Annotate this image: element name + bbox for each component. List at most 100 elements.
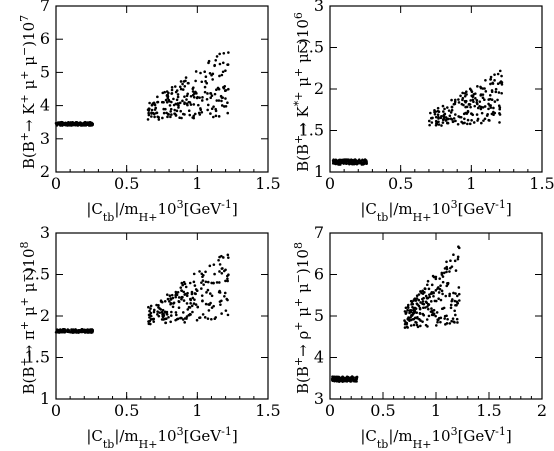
data-point [475, 113, 479, 116]
data-point [419, 324, 422, 328]
data-point [430, 121, 434, 124]
data-point [227, 256, 230, 259]
data-point [439, 316, 443, 320]
data-point [153, 115, 156, 119]
data-point [150, 115, 153, 118]
data-point [443, 107, 446, 111]
data-point [217, 281, 221, 284]
data-point [70, 124, 73, 127]
data-point [75, 121, 79, 124]
data-point [186, 103, 189, 107]
data-point [473, 104, 477, 108]
data-point [169, 298, 173, 301]
data-point [354, 376, 358, 379]
data-point [436, 286, 440, 289]
data-point [426, 305, 429, 308]
data-point [352, 162, 356, 166]
data-point [439, 298, 443, 302]
data-point [411, 311, 415, 315]
data-point [489, 75, 493, 79]
data-point [447, 109, 451, 112]
data-point [440, 124, 443, 127]
data-point [149, 304, 153, 308]
data-point [479, 94, 483, 97]
y-tick-label: 5 [40, 62, 50, 81]
data-point [198, 96, 201, 99]
data-point [452, 291, 455, 295]
data-point [220, 271, 224, 275]
data-point [177, 299, 181, 303]
data-point [441, 280, 445, 284]
data-point [453, 100, 457, 104]
data-point [217, 87, 221, 91]
data-point [445, 322, 449, 325]
data-point [200, 287, 203, 290]
data-point [183, 293, 187, 296]
data-point [449, 259, 452, 263]
data-point [208, 292, 212, 295]
data-point [417, 298, 421, 302]
data-point [413, 306, 417, 310]
data-point [492, 110, 495, 114]
data-point [175, 98, 179, 102]
data-point [210, 306, 214, 309]
data-point [208, 264, 212, 268]
data-point [339, 163, 342, 166]
data-point [445, 267, 449, 271]
data-point [206, 280, 210, 284]
data-point [191, 310, 194, 314]
y-tick-label: 3 [40, 129, 50, 148]
data-point [430, 116, 434, 120]
x-tick-label: 0.5 [114, 174, 139, 193]
plot-frame [55, 5, 269, 173]
data-point [199, 107, 202, 110]
data-point [415, 297, 419, 300]
data-point [191, 93, 195, 97]
data-point [164, 107, 167, 111]
data-point [160, 310, 164, 314]
data-point [465, 112, 469, 115]
data-point [172, 301, 176, 305]
data-point [209, 301, 212, 305]
data-point [206, 288, 210, 292]
data-point [185, 98, 188, 101]
data-point [163, 90, 166, 94]
data-point [226, 313, 230, 317]
data-point [435, 324, 438, 327]
x-tick-label: 1.5 [255, 174, 280, 193]
data-point [344, 159, 348, 163]
data-point [349, 376, 353, 379]
y-tick-label: 3 [314, 389, 324, 408]
data-point [202, 283, 205, 286]
data-point [408, 311, 411, 315]
data-point [446, 121, 450, 125]
data-point [206, 92, 209, 95]
data-point [497, 104, 501, 108]
data-point [222, 52, 226, 55]
data-point [191, 87, 195, 91]
data-point [179, 87, 183, 91]
data-point [183, 95, 186, 98]
data-point [173, 85, 177, 88]
data-point [175, 109, 179, 113]
data-point [496, 98, 499, 102]
data-point [443, 317, 446, 320]
data-point [467, 103, 471, 106]
data-point [220, 99, 223, 103]
data-point [470, 94, 473, 98]
data-point [203, 316, 207, 319]
data-point [176, 317, 180, 321]
data-point [164, 321, 168, 325]
data-point [166, 115, 169, 119]
data-point [426, 283, 429, 287]
data-point [448, 270, 451, 273]
data-point [428, 295, 431, 299]
data-point [167, 98, 171, 102]
data-point [351, 161, 354, 165]
data-point [462, 112, 466, 116]
data-point [164, 317, 168, 321]
y-tick-label: 7 [40, 0, 50, 15]
data-point [188, 113, 192, 117]
data-point [363, 161, 366, 164]
data-point [179, 286, 183, 289]
